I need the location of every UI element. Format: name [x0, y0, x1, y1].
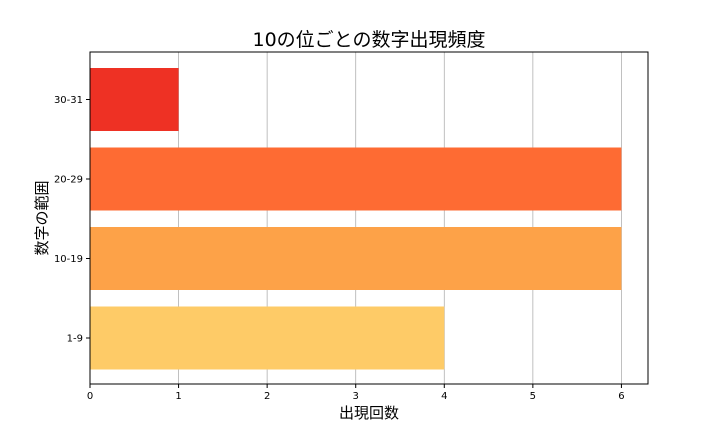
y-tick-label: 1-9 [67, 334, 83, 345]
chart-title: 10の位ごとの数字出現頻度 [253, 29, 486, 51]
bar-20-29 [90, 147, 622, 211]
y-tick-label: 30-31 [54, 95, 83, 106]
bar-1-9 [90, 306, 445, 370]
x-tick-label: 1 [175, 391, 181, 402]
y-axis-label: 数字の範囲 [33, 180, 51, 255]
y-tick-label: 10-19 [54, 254, 83, 265]
x-tick-label: 6 [618, 391, 624, 402]
x-tick-label: 0 [87, 391, 93, 402]
x-axis-label: 出現回数 [339, 404, 399, 422]
y-tick-label: 20-29 [54, 175, 83, 186]
x-ticks: 0 1 2 3 4 5 6 [87, 384, 625, 402]
bar-10-19 [90, 227, 622, 290]
bars [90, 68, 622, 370]
x-tick-label: 4 [441, 391, 447, 402]
bar-30-31 [90, 68, 179, 131]
x-tick-label: 3 [353, 391, 359, 402]
x-tick-label: 5 [530, 391, 536, 402]
plot-frame [89, 51, 649, 385]
x-tick-label: 2 [264, 391, 270, 402]
y-ticks: 1-9 10-19 20-29 30-31 [54, 95, 90, 345]
